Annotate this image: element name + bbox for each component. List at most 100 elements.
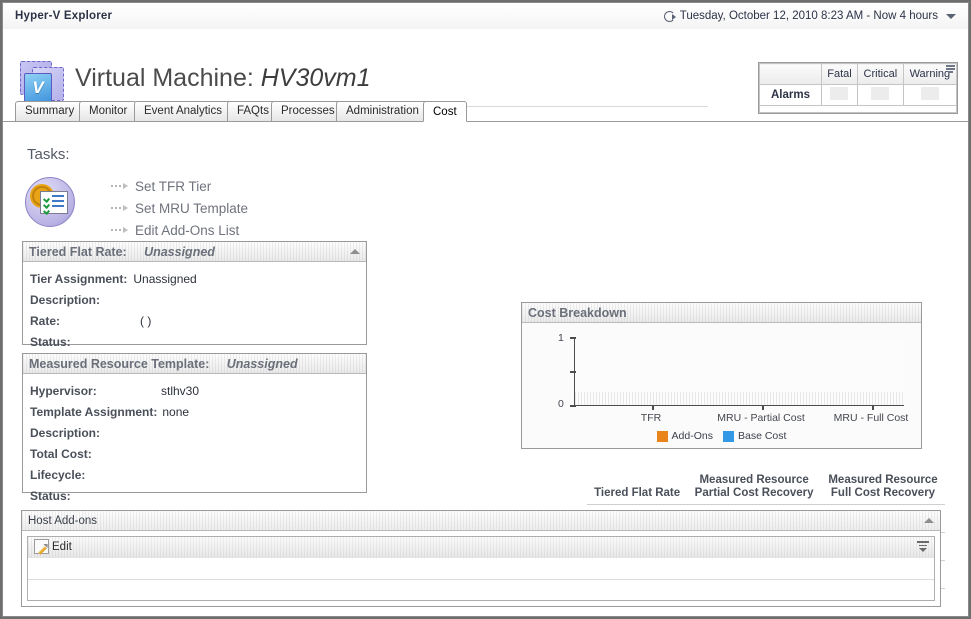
tab-monitor[interactable]: Monitor xyxy=(79,101,138,121)
legend-swatch-add-ons xyxy=(656,430,668,442)
cost-col-full-cost-recovery: Measured Resource Full Cost Recovery xyxy=(821,474,945,505)
measured-resource-template-panel: Measured Resource Template: Unassigned H… xyxy=(22,353,367,503)
legend-item-base-cost[interactable]: Base Cost xyxy=(722,430,787,442)
alarms-corner-cell xyxy=(759,63,822,85)
field-total-cost: Total Cost: xyxy=(23,443,366,464)
task-link-set-mru-template[interactable]: Set MRU Template xyxy=(111,197,248,219)
cost-breakdown-chart: 1 0 TFR MRU - Partial Cost MRU - Full Co… xyxy=(522,324,921,448)
collapse-chevron-icon[interactable] xyxy=(924,518,934,523)
page-title-prefix: Virtual Machine: xyxy=(75,64,254,92)
cost-col-tiered-flat-rate: Tiered Flat Rate xyxy=(587,474,688,505)
page-title: Virtual Machine: HV30vm1 xyxy=(75,64,371,93)
field-label: Total Cost: xyxy=(30,446,92,461)
field-label: Status: xyxy=(30,334,71,349)
tab-processes[interactable]: Processes xyxy=(271,101,345,121)
tab-cost[interactable]: Cost xyxy=(423,101,467,122)
measured-resource-template-panel-header[interactable]: Measured Resource Template: Unassigned xyxy=(23,354,366,374)
field-description: Description: xyxy=(23,422,366,443)
tab-faqts[interactable]: FAQts xyxy=(227,101,279,121)
alarms-value-critical[interactable] xyxy=(856,84,904,106)
alarms-summary: Fatal Critical Warning Alarms xyxy=(758,62,958,114)
field-label: Hypervisor: xyxy=(30,383,97,398)
field-status: Status: xyxy=(23,485,366,506)
plot-area xyxy=(570,337,904,410)
alarms-col-warning: Warning xyxy=(902,63,958,85)
collapse-chevron-icon[interactable] xyxy=(350,249,360,254)
page-title-vm-name: HV30vm1 xyxy=(260,64,371,92)
alarms-col-fatal: Fatal xyxy=(821,63,858,85)
tiered-flat-rate-panel: Tiered Flat Rate: Unassigned Tier Assign… xyxy=(22,241,367,349)
vm-icon-glyph: V xyxy=(24,73,52,103)
host-addons-panel-header[interactable]: Host Add-ons xyxy=(22,511,940,531)
cost-table-corner xyxy=(515,474,587,505)
task-link-edit-add-ons-list[interactable]: Edit Add-Ons List xyxy=(111,219,248,241)
field-lifecycle: Lifecycle: xyxy=(23,464,366,485)
x-tick-label-0: TFR xyxy=(640,412,662,424)
field-label: Tier Assignment: xyxy=(30,271,128,286)
legend-label: Base Cost xyxy=(737,430,787,442)
field-label: Rate: xyxy=(30,313,61,328)
tasks-heading: Tasks: xyxy=(27,146,70,163)
host-addons-title: Host Add-ons xyxy=(28,515,98,527)
field-value: stlhv30 xyxy=(161,383,200,398)
legend-label: Add-Ons xyxy=(671,430,713,442)
measured-resource-template-panel-body: Hypervisor: stlhv30 Template Assignment:… xyxy=(23,374,366,514)
table-row-empty xyxy=(28,558,934,580)
alarms-col-critical: Critical xyxy=(856,63,904,85)
grid-settings-icon[interactable] xyxy=(946,65,955,73)
legend-swatch-base-cost xyxy=(722,430,734,442)
arrow-dots-icon xyxy=(111,205,128,211)
tiered-flat-rate-panel-body: Tier Assignment: Unassigned Description:… xyxy=(23,262,366,360)
tiered-flat-rate-panel-header[interactable]: Tiered Flat Rate: Unassigned xyxy=(23,242,366,262)
legend-item-add-ons[interactable]: Add-Ons xyxy=(656,430,713,442)
chevron-down-icon[interactable] xyxy=(946,13,956,19)
panel-title: Tiered Flat Rate: xyxy=(29,245,127,259)
cost-breakdown-chart-header: Cost Breakdown xyxy=(522,303,921,323)
x-tick-label-1: MRU - Partial Cost xyxy=(717,412,805,424)
task-link-set-tfr-tier[interactable]: Set TFR Tier xyxy=(111,175,248,197)
time-range-selector[interactable]: Tuesday, October 12, 2010 8:23 AM - Now … xyxy=(663,10,956,22)
overflow-menu-icon[interactable] xyxy=(917,541,929,552)
host-addons-grid-body xyxy=(28,558,934,600)
panel-title: Measured Resource Template: xyxy=(29,357,210,371)
cost-breakdown-chart-panel: Cost Breakdown 1 0 TFR MRU - Partial Cos… xyxy=(521,302,922,449)
y-tick-label-min: 0 xyxy=(558,398,564,410)
host-addons-panel: Host Add-ons Edit Add On Description Rat xyxy=(21,510,941,607)
tab-event-analytics[interactable]: Event Analytics xyxy=(134,101,232,121)
tab-administration[interactable]: Administration xyxy=(336,101,429,121)
field-label: Lifecycle: xyxy=(30,467,86,482)
alarms-value-fatal[interactable] xyxy=(821,84,858,106)
cost-col-partial-cost-recovery: Measured Resource Partial Cost Recovery xyxy=(687,474,821,505)
field-label: Status: xyxy=(30,488,71,503)
title-bar: Hyper-V Explorer Tuesday, October 12, 20… xyxy=(3,3,968,30)
panel-status-value: Unassigned xyxy=(144,245,215,259)
pencil-icon xyxy=(34,539,49,554)
field-hypervisor: Hypervisor: stlhv30 xyxy=(23,380,366,401)
clock-icon xyxy=(663,10,676,22)
field-label: Template Assignment: xyxy=(30,404,158,419)
time-range-text: Tuesday, October 12, 2010 8:23 AM - Now … xyxy=(679,10,938,22)
field-description: Description: xyxy=(23,289,366,310)
x-tick-label-2: MRU - Full Cost xyxy=(833,412,909,424)
field-value: Unassigned xyxy=(133,271,197,286)
tab-bar: Summary Monitor Event Analytics FAQts Pr… xyxy=(3,101,968,122)
panel-status-value: Unassigned xyxy=(226,357,298,371)
arrow-dots-icon xyxy=(111,227,128,233)
field-value: none xyxy=(162,404,190,419)
field-label: Description: xyxy=(30,425,101,440)
field-value: ( ) xyxy=(140,313,152,328)
host-addons-toolbar: Edit xyxy=(28,537,934,559)
alarms-footer xyxy=(759,105,957,113)
task-link-label: Set TFR Tier xyxy=(135,178,212,194)
app-title: Hyper-V Explorer xyxy=(15,10,113,22)
task-link-list: Set TFR Tier Set MRU Template Edit Add-O… xyxy=(111,175,248,241)
edit-button-label: Edit xyxy=(52,540,72,553)
task-link-label: Edit Add-Ons List xyxy=(135,222,240,238)
tasks-gear-checklist-icon xyxy=(25,177,75,227)
tab-summary[interactable]: Summary xyxy=(15,101,85,121)
page-header: V Virtual Machine: HV30vm1 Fatal Critica… xyxy=(3,30,968,114)
field-template-assignment: Template Assignment: none xyxy=(23,401,366,422)
edit-button[interactable]: Edit xyxy=(34,539,72,554)
y-tick-label-max: 1 xyxy=(558,332,564,344)
